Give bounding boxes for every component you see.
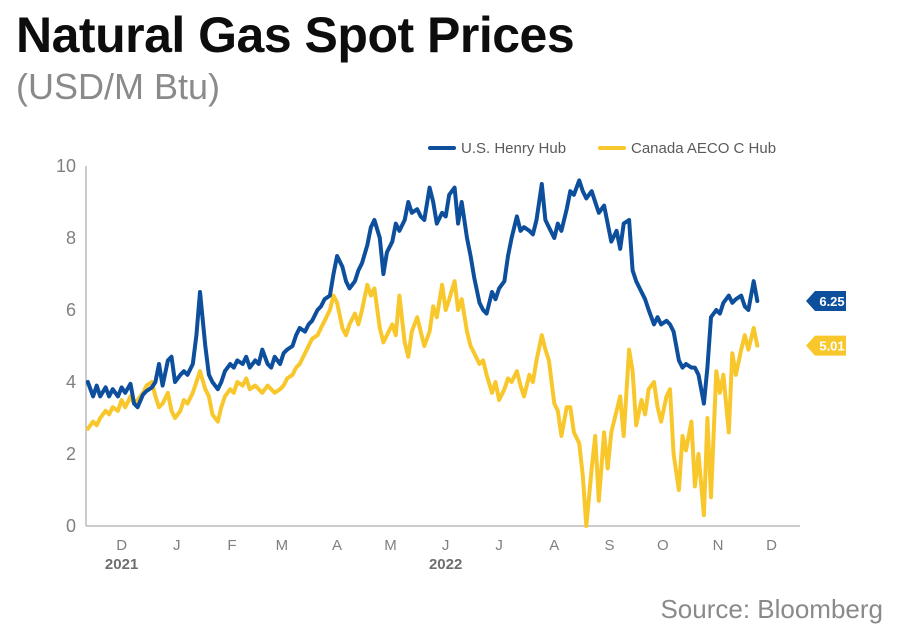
- source-note: Source: Bloomberg: [660, 594, 883, 624]
- legend-label-henry-hub: U.S. Henry Hub: [461, 140, 566, 157]
- y-tick-label: 0: [66, 516, 76, 536]
- end-label-aeco: 5.01: [819, 339, 844, 354]
- aeco-line: [85, 279, 760, 528]
- x-tick-label: S: [604, 537, 614, 554]
- x-tick-label: N: [713, 537, 724, 554]
- end-label-aeco-bg: [806, 335, 846, 356]
- chart-legend: U.S. Henry Hub Canada AECO C Hub: [428, 140, 776, 157]
- x-year-label: 2022: [429, 556, 462, 573]
- x-tick-label: J: [495, 537, 503, 554]
- y-tick-label: 4: [66, 372, 76, 392]
- x-axis: D J F M A M J J A S O N D 2021 2022: [105, 537, 777, 573]
- chart-subtitle: (USD/M Btu): [16, 66, 221, 107]
- x-tick-label: M: [384, 537, 397, 554]
- series-layer: [85, 178, 760, 528]
- x-tick-label: A: [549, 537, 559, 554]
- henry-hub-line: [85, 178, 760, 410]
- end-labels: 6.25 5.01: [806, 291, 846, 356]
- y-axis: 0 2 4 6 8 10: [56, 156, 76, 536]
- x-year-label: 2021: [105, 556, 138, 573]
- x-tick-label: F: [227, 537, 236, 554]
- y-tick-label: 6: [66, 300, 76, 320]
- x-tick-label: A: [332, 537, 342, 554]
- y-tick-label: 8: [66, 228, 76, 248]
- y-tick-label: 10: [56, 156, 76, 176]
- y-tick-label: 2: [66, 444, 76, 464]
- x-tick-label: O: [657, 537, 669, 554]
- x-tick-label: M: [276, 537, 289, 554]
- x-tick-label: J: [173, 537, 181, 554]
- end-label-henry-hub-bg: [806, 291, 846, 311]
- chart-title: Natural Gas Spot Prices: [16, 7, 575, 63]
- legend-label-aeco: Canada AECO C Hub: [631, 140, 776, 157]
- x-tick-label: D: [766, 537, 777, 554]
- end-label-henry-hub: 6.25: [819, 294, 844, 309]
- x-tick-label: D: [116, 537, 127, 554]
- x-tick-label: J: [442, 537, 450, 554]
